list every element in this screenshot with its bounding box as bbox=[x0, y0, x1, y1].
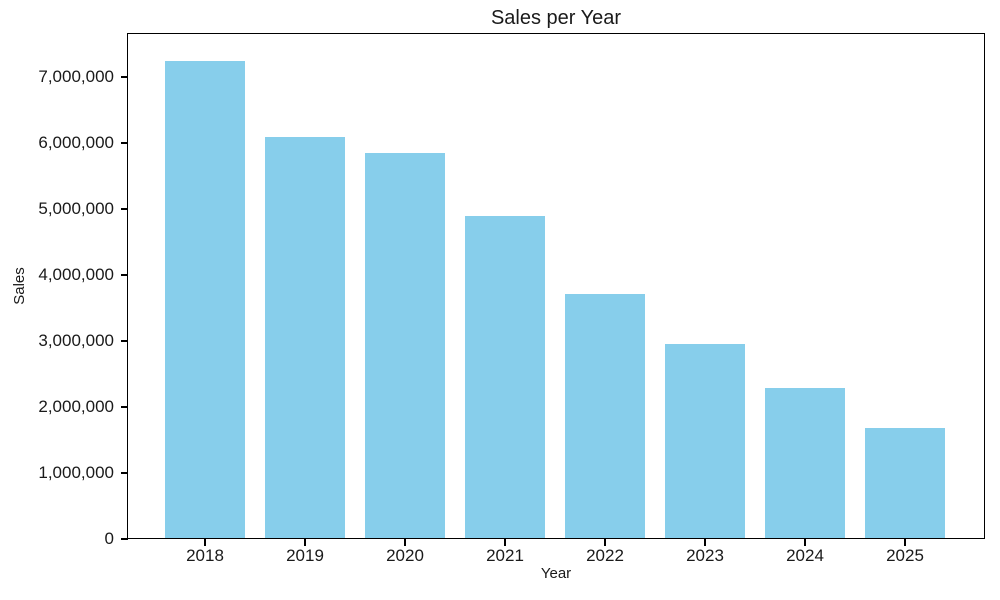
x-tick bbox=[304, 539, 306, 546]
x-tick-label: 2021 bbox=[486, 546, 524, 565]
y-tick-label: 5,000,000 bbox=[38, 199, 114, 219]
y-tick-label: 1,000,000 bbox=[38, 463, 114, 483]
y-tick bbox=[120, 406, 128, 408]
bar-2020 bbox=[365, 153, 445, 539]
y-tick bbox=[120, 274, 128, 276]
x-tick bbox=[404, 539, 406, 546]
x-tick bbox=[904, 539, 906, 546]
x-tick-label: 2022 bbox=[586, 546, 624, 565]
y-tick-label: 6,000,000 bbox=[38, 133, 114, 153]
x-axis-label: Year bbox=[540, 565, 572, 582]
x-tick-label: 2025 bbox=[886, 546, 924, 565]
chart-title: Sales per Year bbox=[490, 7, 622, 29]
x-tick bbox=[804, 539, 806, 546]
bar-2018 bbox=[165, 60, 245, 539]
y-tick-label: 2,000,000 bbox=[38, 397, 114, 417]
bar-2022 bbox=[565, 294, 645, 539]
x-tick bbox=[504, 539, 506, 546]
x-tick-label: 2019 bbox=[286, 546, 324, 565]
bar-2025 bbox=[865, 428, 945, 539]
y-tick bbox=[120, 142, 128, 144]
x-tick-label: 2023 bbox=[686, 546, 724, 565]
bar-2023 bbox=[665, 344, 745, 539]
y-tick-label: 4,000,000 bbox=[38, 265, 114, 285]
bar-2021 bbox=[465, 216, 545, 539]
y-tick-label: 0 bbox=[104, 529, 114, 548]
x-tick-label: 2024 bbox=[786, 546, 824, 565]
plot-area bbox=[127, 33, 985, 539]
x-tick bbox=[604, 539, 606, 546]
y-tick bbox=[120, 76, 128, 78]
y-tick bbox=[120, 472, 128, 474]
y-tick bbox=[120, 208, 128, 210]
y-tick-label: 3,000,000 bbox=[38, 331, 114, 351]
x-tick-label: 2020 bbox=[386, 546, 424, 565]
bar-2024 bbox=[765, 387, 845, 539]
x-tick bbox=[704, 539, 706, 546]
x-tick bbox=[204, 539, 206, 546]
y-tick bbox=[120, 340, 128, 342]
x-tick-label: 2018 bbox=[186, 546, 224, 565]
y-tick-label: 7,000,000 bbox=[38, 67, 114, 87]
axes-spines bbox=[127, 33, 985, 539]
y-tick bbox=[120, 538, 128, 540]
bar-2019 bbox=[265, 137, 345, 539]
